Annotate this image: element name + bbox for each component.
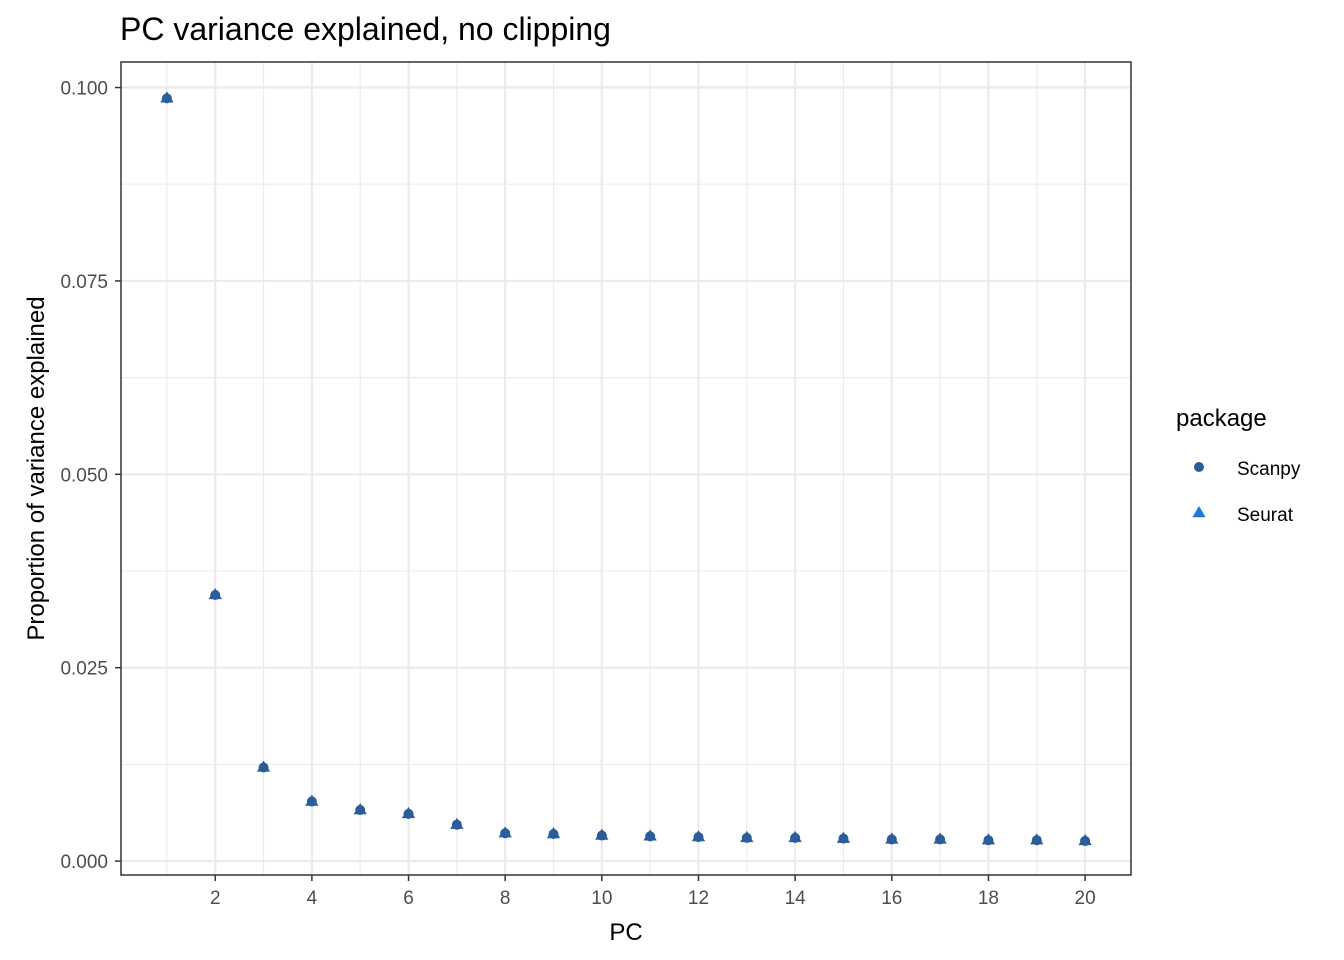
seurat-point-18 <box>981 833 996 845</box>
x-axis-title: PC <box>609 919 642 946</box>
panel-border <box>120 61 1132 876</box>
x-tick-label-8: 18 <box>978 888 999 909</box>
seurat-point-4 <box>305 794 319 806</box>
y-tick-label-4: 0.100 <box>60 79 108 100</box>
x-tick-label-6: 14 <box>785 888 807 909</box>
seurat-point-5 <box>353 803 367 815</box>
seurat-point-8 <box>498 826 512 838</box>
y-axis-title: Proportion of variance explained <box>23 296 50 640</box>
seurat-point-15 <box>836 831 851 843</box>
series-seurat <box>160 91 1092 846</box>
y-tick-label-3: 0.075 <box>60 272 108 293</box>
seurat-point-2 <box>208 587 222 600</box>
y-tick-label-0: 0.000 <box>60 852 108 873</box>
x-tick-label-4: 10 <box>591 888 612 909</box>
legend: package Scanpy Seurat <box>1176 405 1301 526</box>
ticks-layer: 2 4 6 8 10 12 14 16 18 20 0.000 0.025 0.050 0.075 0.10… <box>60 79 1095 909</box>
legend-title: package <box>1176 405 1267 432</box>
seurat-point-9 <box>546 827 561 839</box>
series-layer <box>160 91 1092 846</box>
y-tick-label-2: 0.050 <box>60 465 108 486</box>
x-tick-label-2: 6 <box>403 888 414 909</box>
seurat-point-3 <box>256 760 271 772</box>
x-tick-label-9: 20 <box>1075 888 1096 909</box>
seurat-point-17 <box>933 832 947 844</box>
legend-items: Scanpy Seurat <box>1192 459 1301 526</box>
chart-title: PC variance explained, no clipping <box>120 11 611 47</box>
seurat-point-6 <box>401 806 416 819</box>
seurat-point-12 <box>691 830 706 842</box>
legend-label-scanpy: Scanpy <box>1237 459 1301 480</box>
legend-key-seurat <box>1192 506 1206 518</box>
seurat-point-14 <box>788 830 802 843</box>
y-tick-label-1: 0.025 <box>60 659 108 680</box>
seurat-point-16 <box>885 832 899 844</box>
x-tick-label-5: 12 <box>688 888 709 909</box>
x-tick-label-7: 16 <box>881 888 902 909</box>
x-tick-label-3: 8 <box>500 888 511 909</box>
seurat-point-19 <box>1030 833 1044 845</box>
grid-layer <box>121 62 1131 875</box>
seurat-point-11 <box>643 829 657 841</box>
seurat-point-10 <box>595 828 609 840</box>
x-tick-label-0: 2 <box>210 888 221 909</box>
seurat-point-1 <box>160 91 174 103</box>
legend-label-seurat: Seurat <box>1237 505 1294 526</box>
legend-key-scanpy <box>1194 462 1204 472</box>
x-tick-label-1: 4 <box>307 888 318 909</box>
seurat-point-20 <box>1078 833 1092 846</box>
seurat-point-7 <box>450 817 464 829</box>
seurat-point-13 <box>740 830 754 843</box>
